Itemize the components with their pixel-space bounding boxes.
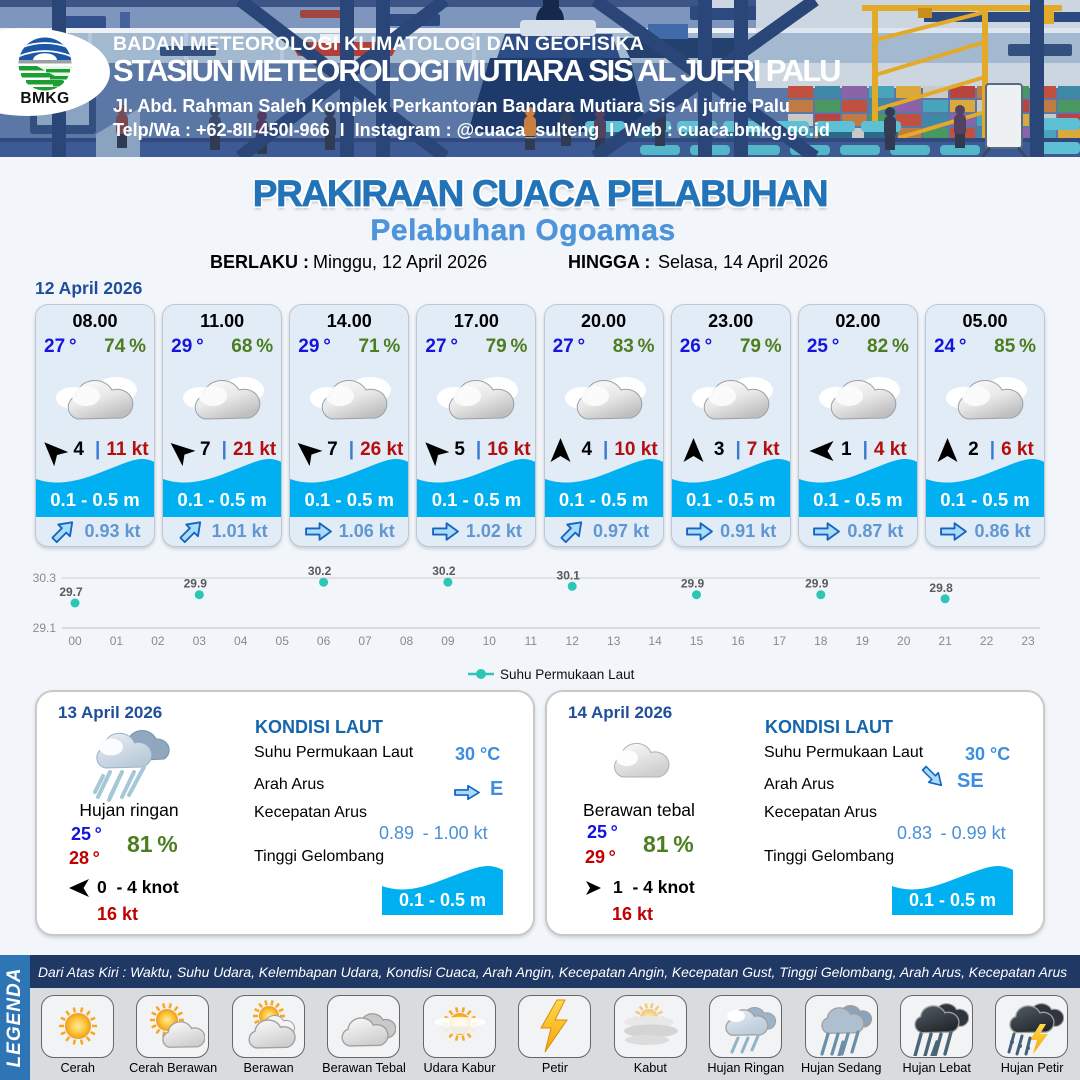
svg-text:16: 16 [731, 634, 745, 648]
svg-text:22: 22 [980, 634, 994, 648]
svg-text:08: 08 [400, 634, 414, 648]
svg-text:30.3: 30.3 [33, 571, 57, 585]
svg-text:10: 10 [483, 634, 497, 648]
svg-text:29.9: 29.9 [805, 577, 829, 591]
svg-text:11: 11 [525, 634, 538, 648]
svg-text:29.8: 29.8 [929, 581, 953, 595]
svg-text:03: 03 [193, 634, 207, 648]
svg-text:30.2: 30.2 [432, 564, 456, 578]
svg-text:21: 21 [938, 634, 952, 648]
svg-text:12: 12 [566, 634, 580, 648]
svg-text:05: 05 [276, 634, 290, 648]
svg-text:01: 01 [110, 634, 124, 648]
svg-text:09: 09 [441, 634, 455, 648]
svg-text:06: 06 [317, 634, 331, 648]
svg-text:13: 13 [607, 634, 621, 648]
svg-text:00: 00 [68, 634, 82, 648]
svg-text:17: 17 [773, 634, 787, 648]
svg-text:29.7: 29.7 [59, 585, 83, 599]
svg-text:29.1: 29.1 [33, 621, 57, 635]
svg-text:18: 18 [814, 634, 828, 648]
svg-text:30.1: 30.1 [557, 568, 581, 582]
svg-text:Suhu Permukaan Laut: Suhu Permukaan Laut [500, 667, 635, 682]
svg-text:30.2: 30.2 [308, 564, 332, 578]
svg-text:07: 07 [358, 634, 372, 648]
svg-text:04: 04 [234, 634, 248, 648]
svg-text:14: 14 [648, 634, 662, 648]
svg-text:02: 02 [151, 634, 165, 648]
svg-text:19: 19 [856, 634, 870, 648]
svg-text:29.9: 29.9 [681, 577, 705, 591]
svg-text:20: 20 [897, 634, 911, 648]
svg-text:29.9: 29.9 [184, 577, 208, 591]
svg-text:15: 15 [690, 634, 704, 648]
svg-text:23: 23 [1021, 634, 1035, 648]
